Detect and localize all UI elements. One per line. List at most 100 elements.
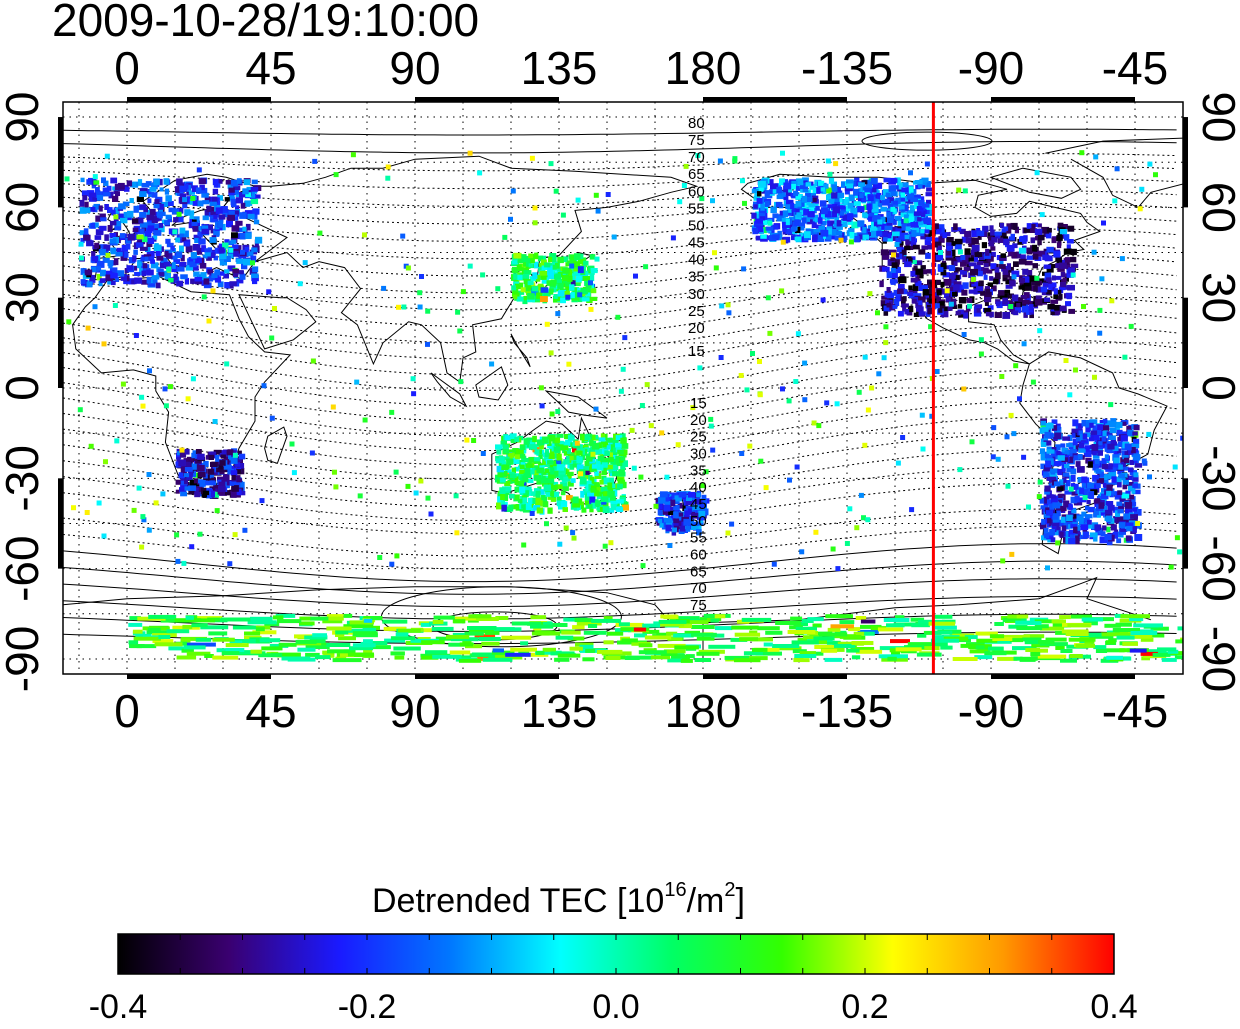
- tec-data-point: [1045, 565, 1050, 570]
- tec-data-point: [755, 219, 763, 224]
- tec-data-point: [609, 457, 613, 462]
- tec-data-point: [665, 475, 670, 480]
- tec-data-point: [377, 555, 382, 560]
- tec-data-point: [965, 248, 971, 255]
- tec-data-point: [1009, 280, 1016, 286]
- tec-data-point: [547, 508, 552, 514]
- tec-data-point: [515, 487, 520, 493]
- tec-data-point: [781, 240, 786, 245]
- tec-data-point: [180, 492, 187, 497]
- tec-data-point: [835, 401, 840, 406]
- tec-data-point: [1128, 467, 1133, 472]
- tec-data-point: [395, 656, 405, 660]
- tec-data-point: [1105, 454, 1109, 459]
- tec-data-point: [868, 196, 874, 201]
- tec-data-point: [231, 457, 238, 464]
- tec-data-point: [977, 231, 985, 237]
- tec-data-point: [523, 274, 529, 279]
- tec-data-point: [772, 644, 799, 648]
- tec-data-point: [1094, 435, 1100, 440]
- tec-data-point: [1065, 450, 1070, 454]
- tec-data-point: [192, 222, 198, 226]
- tec-data-point: [83, 235, 90, 241]
- tec-data-point: [994, 622, 1004, 626]
- tec-data-point: [946, 297, 951, 302]
- tec-data-point: [757, 626, 780, 630]
- tec-data-point: [850, 232, 855, 239]
- tec-data-point: [1092, 444, 1099, 451]
- tec-data-point: [213, 189, 218, 195]
- tec-data-point: [179, 262, 186, 267]
- tec-data-point: [788, 630, 816, 634]
- tec-data-point: [1040, 212, 1045, 217]
- tec-data-point: [583, 261, 588, 266]
- tec-data-point: [914, 211, 922, 216]
- tec-data-point: [793, 658, 809, 662]
- tec-data-point: [202, 294, 207, 299]
- tec-data-point: [543, 648, 556, 652]
- tec-data-point: [1121, 435, 1128, 441]
- tec-data-point: [391, 636, 415, 640]
- tec-data-point: [1076, 644, 1096, 648]
- tec-data-point: [468, 264, 473, 269]
- tec-data-point: [540, 403, 545, 408]
- tec-data-point: [310, 451, 315, 456]
- tec-data-point: [1087, 483, 1094, 489]
- tec-data-point: [105, 154, 110, 159]
- tec-data-point: [563, 459, 570, 465]
- tec-data-point: [1052, 238, 1057, 244]
- tec-data-point: [185, 242, 190, 247]
- tec-data-point: [584, 631, 607, 635]
- tec-data-point: [530, 156, 535, 161]
- tec-data-point: [152, 192, 158, 198]
- tec-data-point: [103, 192, 111, 196]
- tec-data-point: [344, 614, 353, 618]
- tec-data-point: [999, 264, 1006, 269]
- tec-data-point: [601, 496, 609, 502]
- tec-data-point: [224, 282, 230, 288]
- tec-data-point: [947, 246, 952, 251]
- tec-data-point: [243, 259, 251, 266]
- tec-data-point: [935, 303, 940, 308]
- tec-data-point: [1045, 461, 1051, 468]
- tec-data-point: [979, 352, 984, 357]
- tec-data-point: [715, 626, 732, 630]
- tec-data-point: [212, 638, 234, 642]
- tec-data-point: [576, 457, 582, 464]
- tec-data-point: [425, 309, 430, 314]
- tec-data-point: [1123, 513, 1129, 519]
- tec-data-point: [221, 618, 251, 622]
- left-lat-label: -30: [0, 445, 48, 511]
- tec-data-point: [180, 448, 185, 453]
- tec-data-point: [1125, 502, 1132, 509]
- tec-data-point: [1076, 461, 1081, 467]
- tec-data-point: [765, 190, 770, 196]
- tec-data-point: [236, 259, 243, 264]
- tec-data-point: [114, 438, 119, 443]
- tec-data-point: [115, 252, 122, 257]
- tec-data-point: [164, 403, 169, 408]
- tec-data-point: [802, 218, 807, 224]
- tec-data-point: [590, 274, 595, 281]
- tec-data-point: [239, 274, 245, 280]
- tec-data-point: [140, 247, 148, 251]
- tec-data-point: [251, 247, 257, 252]
- tec-data-point: [446, 635, 469, 639]
- tec-data-point: [664, 505, 670, 512]
- tec-data-point: [1102, 525, 1106, 530]
- tec-data-point: [953, 657, 978, 661]
- tec-data-point: [1069, 638, 1096, 642]
- tec-data-point: [172, 229, 177, 234]
- tec-data-point: [679, 512, 684, 516]
- tec-data-point: [901, 297, 906, 303]
- tec-data-point: [1106, 516, 1113, 522]
- tec-data-point: [960, 255, 965, 260]
- tec-data-point: [806, 182, 812, 186]
- tec-data-point: [993, 279, 999, 285]
- tec-data-point: [1038, 640, 1054, 644]
- tec-data-point: [934, 615, 952, 619]
- tec-data-point: [969, 262, 977, 266]
- tec-data-point: [996, 302, 1000, 307]
- tec-data-point: [556, 636, 574, 640]
- tec-data-point: [1093, 645, 1106, 649]
